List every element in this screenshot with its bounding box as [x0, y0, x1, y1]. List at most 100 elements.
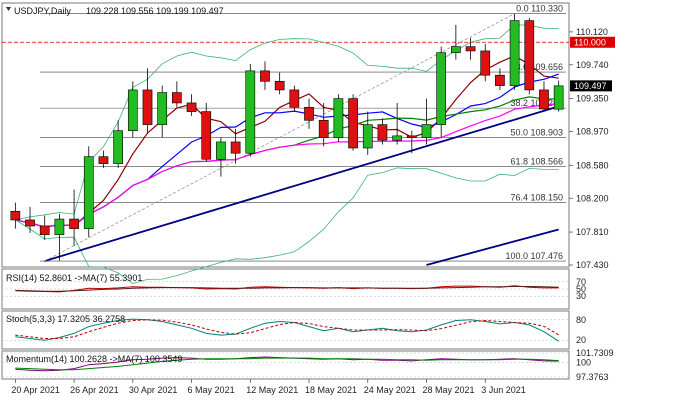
candle-6: [98, 150, 109, 168]
candle-body-27: [406, 135, 417, 138]
candle-26: [392, 102, 402, 145]
candle-body-17: [260, 70, 270, 82]
time-tick-label-1: 26 Apr 2021: [70, 385, 119, 395]
momentum-tick-1: 100: [576, 358, 591, 368]
collapse-triangle-icon: [6, 7, 11, 11]
momentum-tick-0: 101.7309: [576, 348, 614, 358]
candle-28: [421, 98, 432, 145]
stoch-panel-frame: [1, 310, 570, 350]
candle-33: [495, 68, 505, 90]
level-box-label: 110.000: [574, 37, 606, 47]
time-tick-label-2: 30 Apr 2021: [129, 385, 178, 395]
candle-body-34: [509, 20, 520, 86]
stoch-series-0: [15, 318, 559, 342]
level-box-background: [570, 36, 615, 48]
candle-20: [304, 98, 314, 129]
candle-31: [465, 37, 476, 60]
candle-16: [245, 63, 256, 157]
current-price-tag: 109.497: [570, 80, 612, 92]
chart-title: USDJPY,Daily: [14, 6, 71, 16]
candle-4: [69, 189, 79, 246]
candle-body-37: [553, 85, 564, 110]
trendline-0: [44, 105, 559, 262]
fib-label-5: 76.4 108.150: [510, 193, 563, 203]
candle-12: [186, 94, 197, 116]
candle-body-31: [465, 46, 476, 52]
candle-34: [509, 13, 520, 90]
price-tick-label-0: 110.120: [576, 27, 608, 37]
candle-8: [127, 81, 138, 138]
candle-body-28: [421, 124, 432, 138]
rsi-tick-0: 70: [576, 277, 586, 287]
candle-21: [318, 102, 329, 147]
candles: [10, 13, 564, 261]
stoch-tick-0: 80: [576, 315, 586, 325]
candle-13: [201, 102, 212, 162]
candle-body-14: [216, 141, 226, 160]
current-price-label: 109.497: [574, 81, 607, 91]
candle-15: [230, 128, 241, 164]
candle-body-13: [201, 111, 212, 160]
candle-body-24: [362, 124, 373, 149]
candle-19: [289, 85, 300, 112]
bollinger-upper-line: [15, 24, 559, 221]
candle-body-11: [172, 92, 182, 104]
candle-body-5: [83, 156, 94, 229]
candle-24: [362, 111, 373, 155]
ma-30-line: [15, 103, 559, 228]
candle-0: [10, 202, 21, 229]
time-tick-label-6: 24 May 2021: [364, 385, 416, 395]
candle-body-12: [186, 102, 197, 112]
candle-10: [157, 85, 168, 138]
candle-body-4: [69, 218, 79, 229]
time-tick-label-3: 6 May 2021: [188, 385, 235, 395]
stoch-tick-1: 20: [576, 335, 586, 345]
candle-1: [25, 206, 35, 233]
candle-body-29: [436, 52, 447, 125]
fib-label-1: 23.6 109.656: [510, 62, 563, 72]
candle-9: [142, 68, 153, 134]
candle-body-35: [524, 20, 535, 91]
candle-17: [260, 61, 270, 90]
price-tick-label-5: 108.200: [576, 193, 609, 203]
candle-body-33: [495, 74, 505, 86]
candle-14: [216, 137, 226, 177]
price-tick-label-7: 107.430: [576, 260, 609, 270]
price-tick-label-4: 108.580: [576, 160, 609, 170]
trendline-1: [426, 228, 559, 266]
trendlines: [44, 13, 559, 266]
candle-5: [83, 146, 94, 238]
fibonacci-levels: 0.0 110.330 23.6 109.656 38.2 109.240 50.0 …: [2, 4, 569, 262]
candle-body-9: [142, 89, 153, 125]
candle-2: [39, 215, 50, 240]
candle-body-23: [348, 98, 358, 149]
price-panel-frame: [1, 2, 570, 268]
candle-25: [377, 118, 388, 145]
stoch-label: Stoch(5,3,3) 17.3205 36.2758: [6, 314, 125, 324]
momentum-panel-frame: [1, 350, 570, 380]
candle-27: [406, 130, 417, 154]
time-tick-label-4: 12 May 2021: [246, 385, 298, 395]
momentum-tick-2: 97.3763: [576, 372, 609, 382]
candle-body-0: [10, 210, 21, 221]
fib-label-0: 0.0 110.330: [516, 4, 563, 14]
candle-11: [172, 81, 182, 108]
level-box-110: 110.000: [570, 36, 615, 48]
candle-body-2: [39, 225, 50, 235]
fib-label-4: 61.8 108.566: [510, 157, 563, 167]
candle-37: [553, 80, 564, 112]
ma-5-line: [15, 55, 559, 228]
candle-body-3: [54, 218, 65, 235]
candle-body-18: [274, 80, 285, 91]
bollinger-lower-line: [15, 167, 559, 285]
candle-body-30: [451, 46, 461, 53]
candle-body-16: [245, 70, 256, 154]
current-price-background: [570, 80, 612, 92]
candle-body-7: [113, 130, 123, 164]
candle-22: [333, 94, 344, 142]
candle-body-26: [392, 135, 402, 141]
rsi-tick-2: 30: [576, 291, 586, 301]
candle-36: [539, 81, 549, 110]
candle-7: [113, 120, 123, 168]
